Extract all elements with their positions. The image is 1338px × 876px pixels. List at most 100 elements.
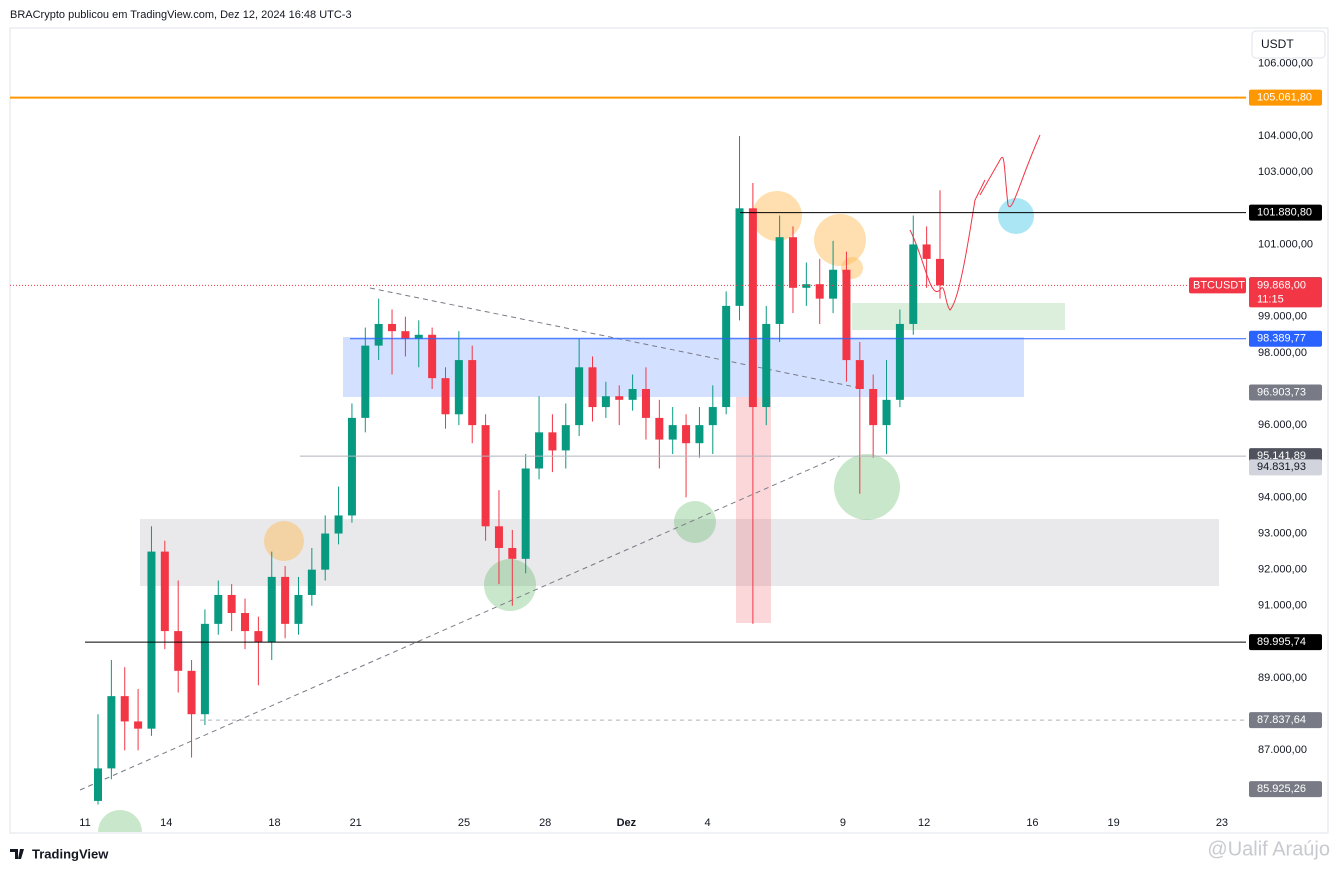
price-label: 96.903,73 (1257, 386, 1306, 398)
x-tick-label: 23 (1216, 817, 1228, 829)
y-tick-label: 101.000,00 (1258, 238, 1313, 250)
zone (140, 519, 1219, 586)
x-tick-label: 28 (539, 817, 551, 829)
candle-body (869, 388, 878, 426)
candle-body (428, 334, 437, 379)
candle-body (802, 284, 811, 288)
candle-body (548, 432, 557, 451)
candle-body (334, 515, 343, 534)
price-label: 98.389,77 (1257, 333, 1306, 345)
candle-body (561, 425, 570, 451)
candle-body (254, 631, 263, 642)
symbol-tag: BTCUSDT (1193, 279, 1245, 291)
x-tick-label: 11 (79, 817, 90, 829)
zone (736, 397, 771, 623)
candle-body (454, 360, 463, 415)
candle-body (922, 244, 931, 259)
price-label-box (1249, 384, 1322, 401)
candle-body (735, 208, 744, 306)
y-tick-label: 87.000,00 (1258, 744, 1307, 756)
price-label: 87.837,64 (1257, 714, 1306, 726)
candle-body (294, 594, 303, 624)
price-label: 99.868,00 (1257, 279, 1306, 291)
candle-body (214, 594, 223, 624)
countdown: 11:15 (1257, 293, 1284, 305)
candle-body (374, 323, 383, 346)
candle-body (147, 551, 156, 729)
price-label-box (1249, 330, 1322, 347)
candle-body (361, 345, 370, 418)
y-tick-label: 106.000,00 (1258, 58, 1313, 70)
x-tick-label: 19 (1108, 817, 1120, 829)
candle-body (882, 399, 891, 426)
candle-body (815, 284, 824, 299)
footer-logo-text: TradingView (32, 846, 109, 861)
candle-body (160, 551, 169, 632)
price-label: 101.880,80 (1257, 207, 1312, 219)
x-tick-label: 18 (268, 817, 280, 829)
candle-body (575, 367, 584, 426)
price-label-box (1249, 204, 1322, 221)
trend-line (369, 287, 861, 389)
currency: USDT (1261, 37, 1294, 51)
candle-body (388, 323, 397, 332)
price-label: 89.995,74 (1257, 636, 1306, 648)
candle-body (909, 244, 918, 324)
y-tick-label: 93.000,00 (1258, 527, 1307, 539)
candle-body (521, 468, 530, 559)
markers (98, 454, 900, 832)
y-tick-label: 89.000,00 (1258, 672, 1307, 684)
candle-body (641, 388, 650, 418)
candle-body (682, 425, 691, 444)
x-tick-label: 14 (160, 817, 172, 829)
candle-body (494, 526, 503, 548)
candle-body (829, 269, 838, 299)
trend-line (79, 455, 841, 791)
price-label: 105.061,80 (1257, 92, 1312, 104)
candle-body (628, 388, 637, 400)
x-tick-label: Dez (617, 817, 637, 829)
x-tick-label: 9 (840, 817, 846, 829)
candle-body (775, 237, 784, 324)
candle-body (468, 360, 477, 426)
candle-body (762, 323, 771, 408)
candle-body (655, 417, 664, 440)
candle-body (748, 208, 757, 408)
zone (852, 303, 1065, 330)
symbol-tag-box (1189, 277, 1246, 294)
price-label-box (1249, 634, 1322, 651)
currency-box (1251, 30, 1326, 59)
candle-body (241, 613, 250, 632)
candle-body (788, 237, 797, 288)
candle-body (200, 623, 209, 715)
candle-body (588, 367, 597, 408)
price-label-box (1249, 459, 1322, 476)
candle-body (708, 407, 717, 426)
candle-body (134, 721, 143, 729)
y-tick-label: 92.000,00 (1258, 564, 1307, 576)
y-tick-label: 96.000,00 (1258, 419, 1307, 431)
candle-body (401, 331, 410, 339)
candle-body (307, 569, 316, 595)
y-tick-label: 104.000,00 (1258, 130, 1313, 142)
price-label-box (1249, 277, 1322, 308)
x-tick-label: 16 (1026, 817, 1038, 829)
y-tick-label: 98.000,00 (1258, 347, 1307, 359)
candle-body (94, 768, 102, 801)
footer-logo (10, 849, 24, 859)
x-tick-label: 4 (705, 817, 711, 829)
candle-body (508, 547, 517, 559)
y-tick-label: 99.000,00 (1258, 311, 1307, 323)
candle-body (281, 576, 290, 624)
price-label-box (1249, 712, 1322, 729)
candle-body (615, 396, 624, 400)
frame (9, 27, 1329, 834)
candle-body (936, 258, 944, 286)
x-tick-label: 21 (350, 817, 362, 829)
y-tick-label: 94.000,00 (1258, 491, 1307, 503)
candle-body (174, 631, 183, 671)
candle-body (668, 425, 677, 440)
y-tick-label: 91.000,00 (1258, 600, 1307, 612)
candle-body (107, 696, 116, 769)
